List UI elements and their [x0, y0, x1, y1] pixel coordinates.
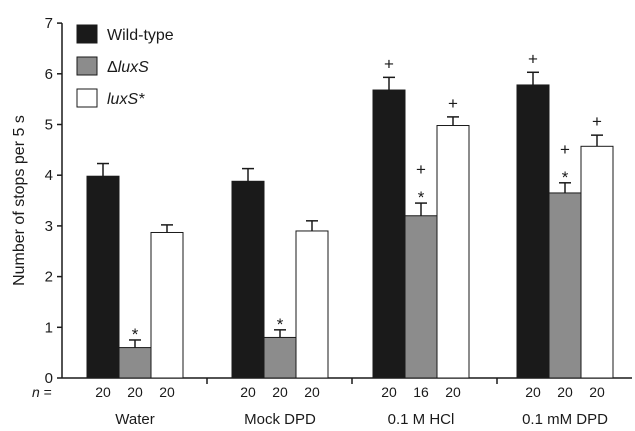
bar-3-0 — [516, 84, 550, 379]
bar-0-1 — [118, 347, 152, 379]
significance-plus: + — [448, 94, 458, 113]
n-label: 20 — [127, 384, 143, 400]
significance-plus: + — [416, 160, 426, 179]
significance-plus: + — [560, 140, 570, 159]
bar-1-1 — [263, 336, 297, 379]
y-tick-label: 4 — [45, 167, 53, 184]
y-axis-label: Number of stops per 5 s — [11, 115, 28, 286]
legend: Wild-type ΔluxS luxS* — [76, 24, 174, 108]
bar-1-0 — [231, 180, 265, 379]
bar-2-1 — [404, 215, 438, 379]
bar-0-2 — [150, 231, 184, 379]
bar-2-0 — [372, 89, 406, 379]
significance-plus: + — [592, 112, 602, 131]
bars — [86, 71, 614, 379]
bar-3-1 — [548, 192, 582, 379]
n-label: 20 — [304, 384, 320, 400]
bar-1-2 — [295, 230, 329, 379]
significance-asterisk: * — [132, 325, 139, 344]
n-label: 20 — [589, 384, 605, 400]
n-label: 20 — [272, 384, 288, 400]
bar-2-2 — [436, 125, 470, 379]
bar-3-2 — [580, 145, 614, 379]
n-label: 20 — [381, 384, 397, 400]
legend-swatch-1 — [76, 56, 98, 76]
legend-swatch-2 — [76, 88, 98, 108]
legend-label-2: luxS* — [107, 91, 145, 108]
y-tick-label: 5 — [45, 117, 53, 134]
y-tick-label: 1 — [45, 319, 53, 336]
n-label: 16 — [413, 384, 429, 400]
legend-label-0: Wild-type — [107, 27, 174, 44]
n-prefix-label: n = — [32, 384, 52, 400]
category-label: Water — [115, 411, 154, 428]
y-tick-label: 2 — [45, 269, 53, 286]
y-tick-label: 6 — [45, 66, 53, 83]
n-label: 20 — [159, 384, 175, 400]
category-label: 0.1 M HCl — [388, 411, 455, 428]
bar-0-0 — [86, 175, 120, 379]
n-label: 20 — [445, 384, 461, 400]
n-label: 20 — [95, 384, 111, 400]
category-label: 0.1 mM DPD — [522, 411, 608, 428]
y-tick-label: 0 — [45, 370, 53, 387]
legend-label-1: ΔluxS — [107, 59, 149, 76]
y-tick-label: 3 — [45, 218, 53, 235]
n-label: 20 — [240, 384, 256, 400]
significance-plus: + — [528, 49, 538, 68]
y-tick-label: 7 — [45, 15, 53, 32]
significance-plus: + — [384, 54, 394, 73]
significance-asterisk: * — [562, 168, 569, 187]
n-label: 20 — [557, 384, 573, 400]
category-label: Mock DPD — [244, 411, 316, 428]
significance-asterisk: * — [277, 315, 284, 334]
significance-asterisk: * — [418, 188, 425, 207]
n-label: 20 — [525, 384, 541, 400]
legend-swatch-0 — [76, 24, 98, 44]
